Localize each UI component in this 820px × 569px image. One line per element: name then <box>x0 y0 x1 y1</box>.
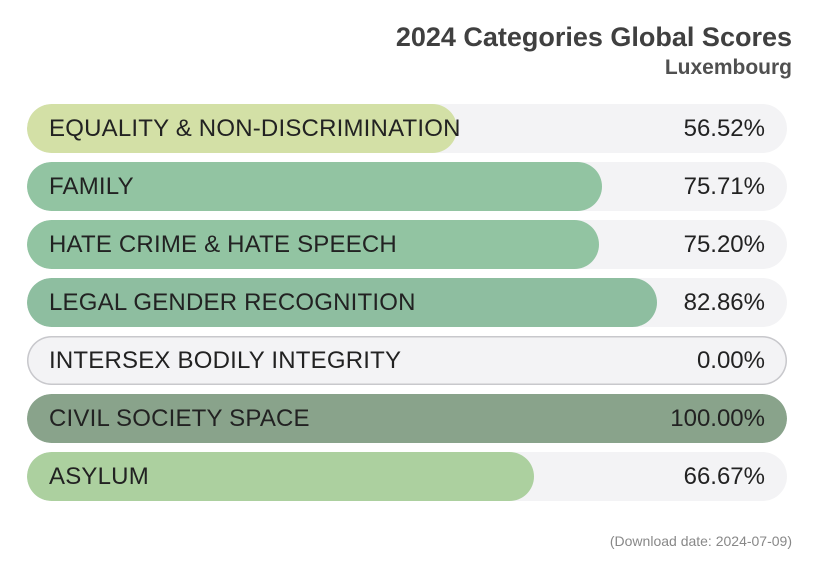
bar-fill <box>27 394 787 443</box>
bar-category-label: LEGAL GENDER RECOGNITION <box>49 289 416 316</box>
chart-title: 2024 Categories Global Scores <box>395 22 792 52</box>
bar-category-label: EQUALITY & NON-DISCRIMINATION <box>49 115 461 142</box>
bar-row: CIVIL SOCIETY SPACE 100.00% <box>27 394 787 443</box>
bar-category-label: CIVIL SOCIETY SPACE <box>49 405 310 432</box>
bar-fill <box>27 104 457 153</box>
bar-category-label: HATE CRIME & HATE SPEECH <box>49 231 397 258</box>
bar-value-label: 75.20% <box>683 231 765 258</box>
bar-row: INTERSEX BODILY INTEGRITY 0.00% <box>27 336 787 385</box>
bar-chart: EQUALITY & NON-DISCRIMINATION 56.52% FAMIL… <box>27 104 787 510</box>
bar-row: HATE CRIME & HATE SPEECH 75.20% <box>27 220 787 269</box>
bar-value-label: 0.00% <box>696 347 765 374</box>
bar-fill <box>27 162 603 211</box>
bar-fill <box>27 278 657 327</box>
bar-row: FAMILY 75.71% <box>27 162 787 211</box>
bar-category-label: FAMILY <box>49 173 134 200</box>
bar-category-label: ASYLUM <box>49 463 149 490</box>
bar-row: EQUALITY & NON-DISCRIMINATION 56.52% <box>27 104 787 153</box>
download-date: (Download date: 2024-07-09) <box>609 533 792 549</box>
bar-value-label: 75.71% <box>683 173 765 200</box>
bar-fill <box>27 452 534 501</box>
bar-value-label: 100.00% <box>670 405 765 432</box>
bar-value-label: 82.86% <box>683 289 765 316</box>
bar-row: ASYLUM 66.67% <box>27 452 787 501</box>
bar-value-label: 66.67% <box>683 463 765 490</box>
bar-fill <box>27 220 599 269</box>
chart-subtitle: Luxembourg <box>664 56 792 79</box>
bar-row: LEGAL GENDER RECOGNITION 82.86% <box>27 278 787 327</box>
bar-value-label: 56.52% <box>683 115 765 142</box>
bar-category-label: INTERSEX BODILY INTEGRITY <box>49 347 402 374</box>
